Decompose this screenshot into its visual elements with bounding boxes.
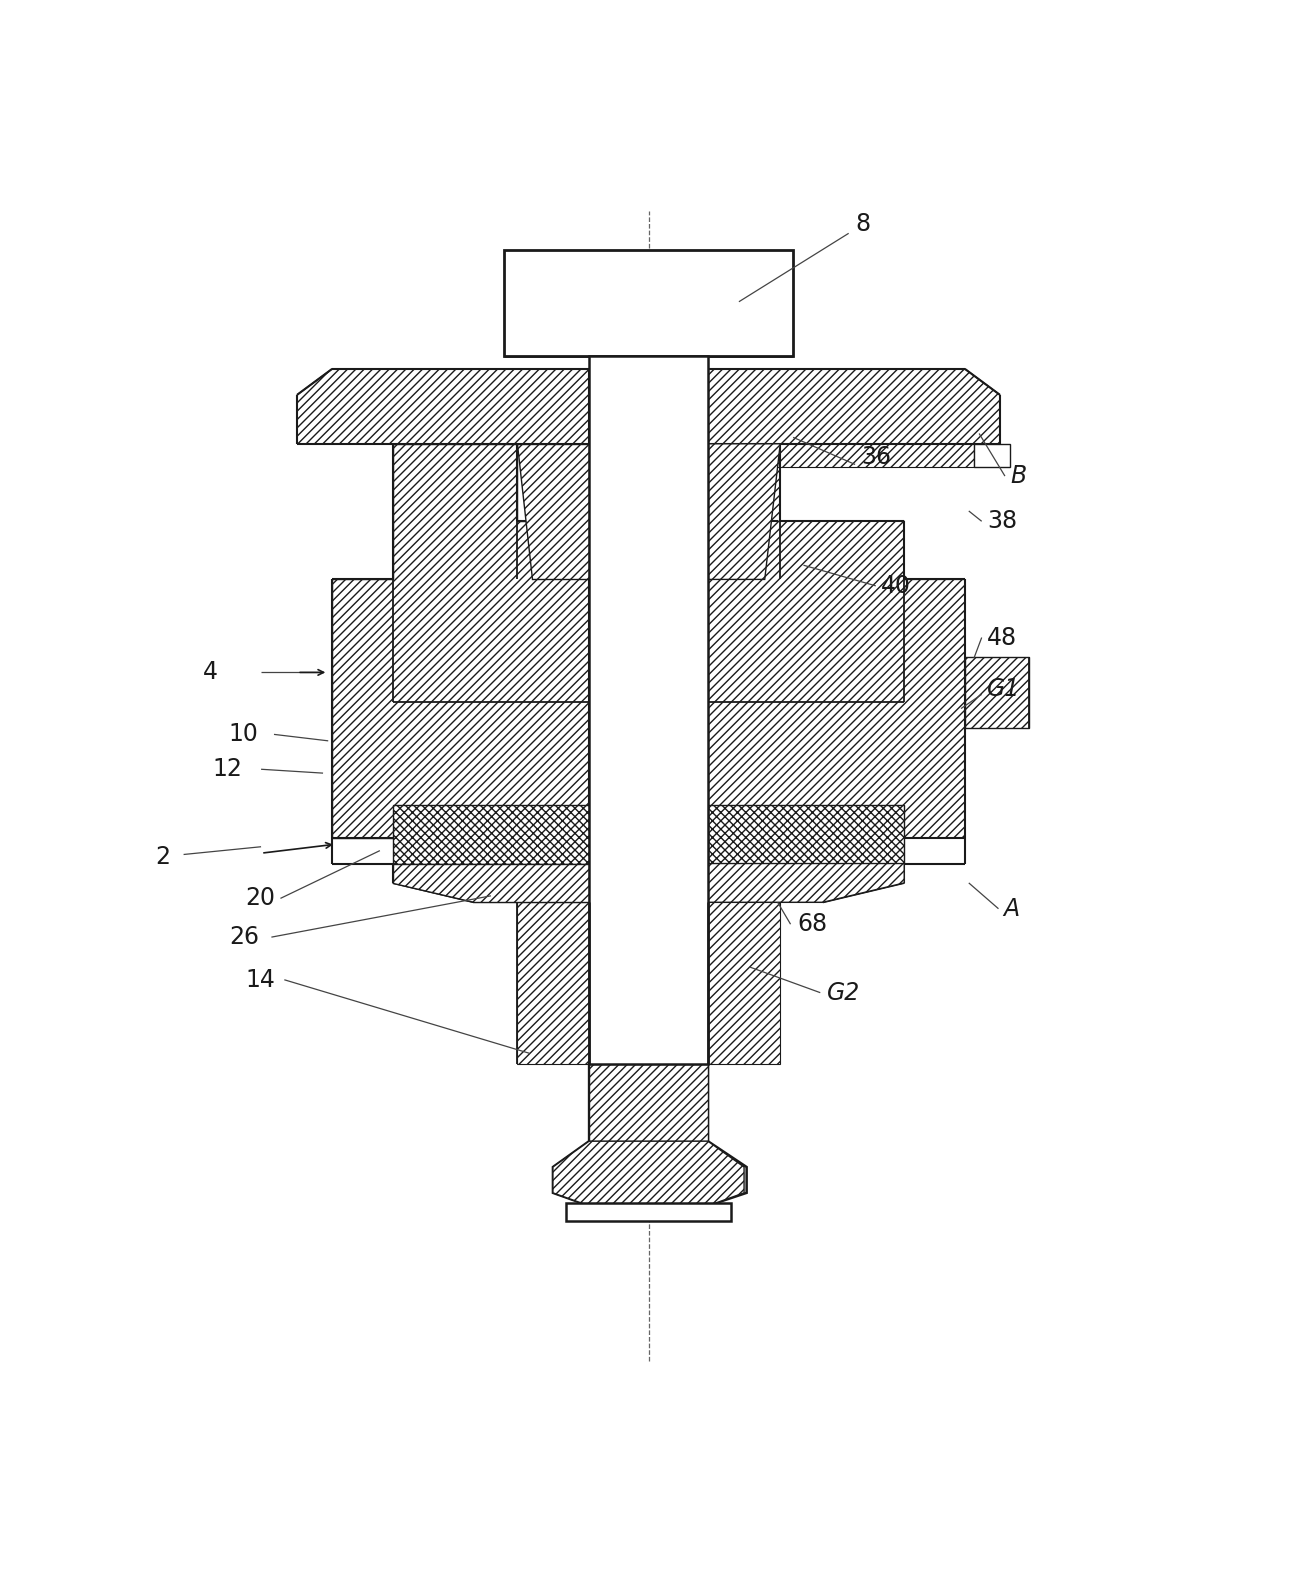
Polygon shape bbox=[708, 444, 974, 468]
Polygon shape bbox=[393, 805, 589, 864]
Polygon shape bbox=[708, 444, 965, 838]
Polygon shape bbox=[589, 1064, 708, 1141]
Text: 12: 12 bbox=[211, 758, 241, 781]
Polygon shape bbox=[708, 444, 965, 838]
Polygon shape bbox=[708, 369, 1000, 444]
Polygon shape bbox=[708, 805, 904, 864]
Text: G2: G2 bbox=[826, 981, 860, 1005]
Text: 2: 2 bbox=[156, 845, 170, 869]
Text: B: B bbox=[1010, 464, 1026, 488]
Text: 48: 48 bbox=[987, 626, 1017, 650]
Text: 68: 68 bbox=[798, 913, 827, 937]
Text: 26: 26 bbox=[228, 926, 259, 949]
Text: 40: 40 bbox=[881, 574, 910, 598]
Bar bbox=[589, 357, 708, 1064]
Polygon shape bbox=[297, 369, 589, 444]
Bar bbox=[965, 656, 1030, 728]
Polygon shape bbox=[708, 444, 781, 580]
Polygon shape bbox=[516, 902, 589, 1064]
Bar bbox=[503, 250, 794, 357]
Polygon shape bbox=[553, 1141, 744, 1206]
Bar bbox=[565, 1203, 732, 1222]
Text: G1: G1 bbox=[987, 677, 1021, 701]
Text: 38: 38 bbox=[987, 509, 1017, 533]
Text: 10: 10 bbox=[228, 723, 258, 747]
Text: 8: 8 bbox=[855, 212, 870, 236]
Text: 4: 4 bbox=[202, 661, 218, 685]
Text: 36: 36 bbox=[861, 445, 891, 469]
Polygon shape bbox=[708, 902, 781, 1064]
Bar bbox=[974, 444, 1010, 468]
Polygon shape bbox=[708, 864, 904, 902]
Polygon shape bbox=[393, 864, 589, 902]
Polygon shape bbox=[516, 444, 589, 580]
Polygon shape bbox=[553, 1064, 747, 1206]
Text: A: A bbox=[1004, 897, 1019, 921]
Polygon shape bbox=[332, 444, 589, 838]
Text: 20: 20 bbox=[245, 886, 275, 910]
Text: 14: 14 bbox=[245, 968, 275, 992]
